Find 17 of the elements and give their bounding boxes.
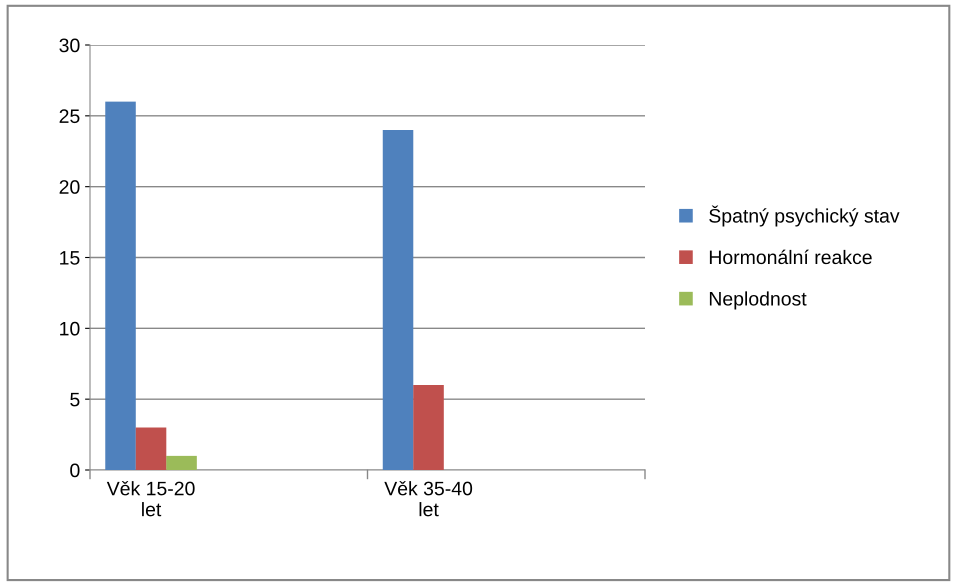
- y-tick-label: 0: [70, 463, 80, 478]
- y-tick-label: 10: [60, 322, 80, 336]
- bar: [413, 385, 444, 470]
- bar: [136, 428, 166, 470]
- y-tick-label: 25: [60, 109, 80, 124]
- x-tick-label: Věk 15-20 let: [106, 481, 195, 516]
- y-tick-label: 20: [60, 180, 80, 194]
- x-tick-label: Věk 35-40 let: [384, 481, 472, 516]
- y-tick-label: 30: [59, 38, 80, 52]
- y-tick-label: 15: [60, 251, 80, 265]
- legend-label: Hormonální reakce: [710, 250, 872, 264]
- y-tick-label: 5: [70, 392, 80, 406]
- bar: [166, 456, 197, 470]
- legend-label: Špatný psychický stav: [709, 206, 900, 227]
- bar: [105, 102, 136, 470]
- bar: [382, 130, 414, 470]
- legend-label: Neplodnost: [710, 291, 807, 310]
